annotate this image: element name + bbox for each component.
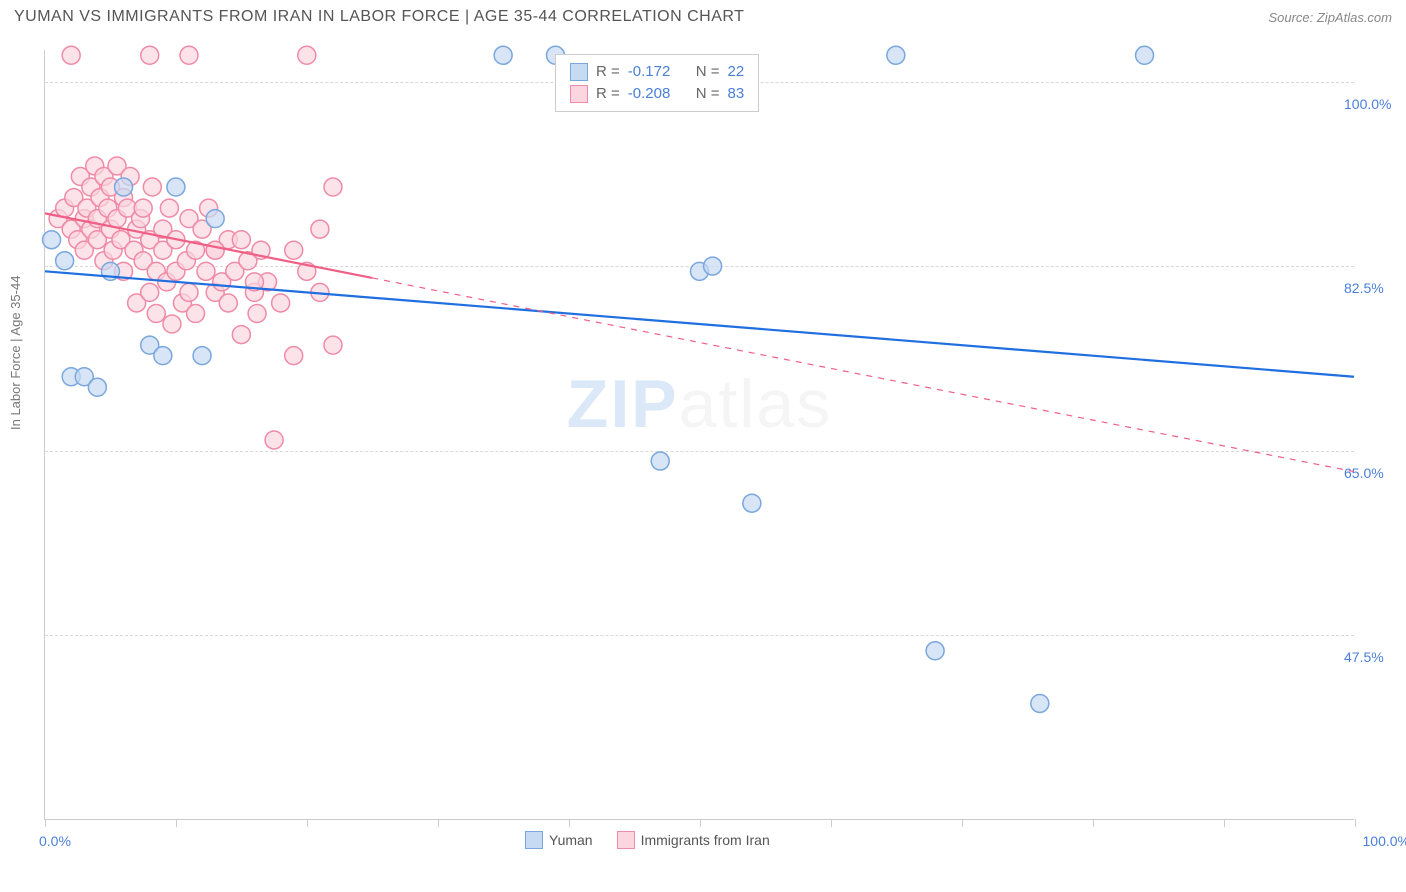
series-legend: Yuman Immigrants from Iran [525, 831, 770, 849]
point-iran [143, 178, 161, 196]
r-value: -0.172 [628, 61, 688, 83]
point-yuman [115, 178, 133, 196]
x-axis-max: 100.0% [1363, 833, 1406, 849]
source-credit: Source: ZipAtlas.com [1268, 10, 1392, 25]
legend-series-item: Yuman [525, 831, 593, 849]
point-iran [265, 431, 283, 449]
point-iran [180, 46, 198, 64]
point-iran [232, 231, 250, 249]
point-iran [180, 283, 198, 301]
point-iran [134, 199, 152, 217]
point-yuman [88, 378, 106, 396]
n-label: N = [696, 61, 720, 83]
legend-swatch [525, 831, 543, 849]
point-yuman [651, 452, 669, 470]
x-tick [307, 819, 308, 827]
point-iran [298, 46, 316, 64]
point-iran [324, 178, 342, 196]
point-iran [248, 305, 266, 323]
legend-series-label: Yuman [549, 832, 593, 848]
point-iran [206, 241, 224, 259]
chart-title: YUMAN VS IMMIGRANTS FROM IRAN IN LABOR F… [14, 8, 744, 26]
point-yuman [56, 252, 74, 270]
trend-line-iran-dashed [372, 278, 1354, 472]
point-yuman [1031, 694, 1049, 712]
correlation-legend: R = -0.172 N = 22 R = -0.208 N = 83 [555, 54, 759, 112]
point-yuman [743, 494, 761, 512]
legend-series-item: Immigrants from Iran [617, 831, 770, 849]
point-yuman [1136, 46, 1154, 64]
n-value: 22 [728, 61, 745, 83]
plot-svg [45, 50, 1354, 819]
point-iran [147, 305, 165, 323]
x-tick [1355, 819, 1356, 827]
x-tick [700, 819, 701, 827]
trend-line-yuman [45, 271, 1354, 376]
point-iran [232, 326, 250, 344]
legend-swatch [617, 831, 635, 849]
chart-plot-area: ZIPatlas R = -0.172N = 22R = -0.208N = 8… [44, 50, 1354, 820]
point-iran [272, 294, 290, 312]
point-yuman [494, 46, 512, 64]
x-tick [831, 819, 832, 827]
legend-correlation-row: R = -0.172 N = 22 [570, 61, 744, 83]
point-iran [141, 46, 159, 64]
x-tick [438, 819, 439, 827]
point-iran [324, 336, 342, 354]
x-tick [1224, 819, 1225, 827]
legend-correlation-row: R = -0.208 N = 83 [570, 83, 744, 105]
point-yuman [704, 257, 722, 275]
x-tick [45, 819, 46, 827]
point-iran [62, 46, 80, 64]
legend-series-label: Immigrants from Iran [641, 832, 770, 848]
point-iran [160, 199, 178, 217]
x-axis-min: 0.0% [39, 833, 71, 849]
point-yuman [926, 642, 944, 660]
point-iran [163, 315, 181, 333]
point-yuman [167, 178, 185, 196]
point-yuman [154, 347, 172, 365]
legend-swatch [570, 85, 588, 103]
n-value: 83 [728, 83, 745, 105]
x-tick [962, 819, 963, 827]
point-yuman [887, 46, 905, 64]
y-axis-label: In Labor Force | Age 35-44 [8, 276, 23, 430]
point-yuman [43, 231, 61, 249]
legend-swatch [570, 63, 588, 81]
r-label: R = [596, 83, 620, 105]
r-value: -0.208 [628, 83, 688, 105]
point-yuman [206, 210, 224, 228]
point-iran [285, 241, 303, 259]
point-yuman [193, 347, 211, 365]
point-iran [197, 262, 215, 280]
point-iran [141, 283, 159, 301]
point-iran [285, 347, 303, 365]
point-iran [219, 294, 237, 312]
x-tick [176, 819, 177, 827]
x-tick [1093, 819, 1094, 827]
n-label: N = [696, 83, 720, 105]
x-tick [569, 819, 570, 827]
point-iran [187, 305, 205, 323]
r-label: R = [596, 61, 620, 83]
point-iran [311, 220, 329, 238]
